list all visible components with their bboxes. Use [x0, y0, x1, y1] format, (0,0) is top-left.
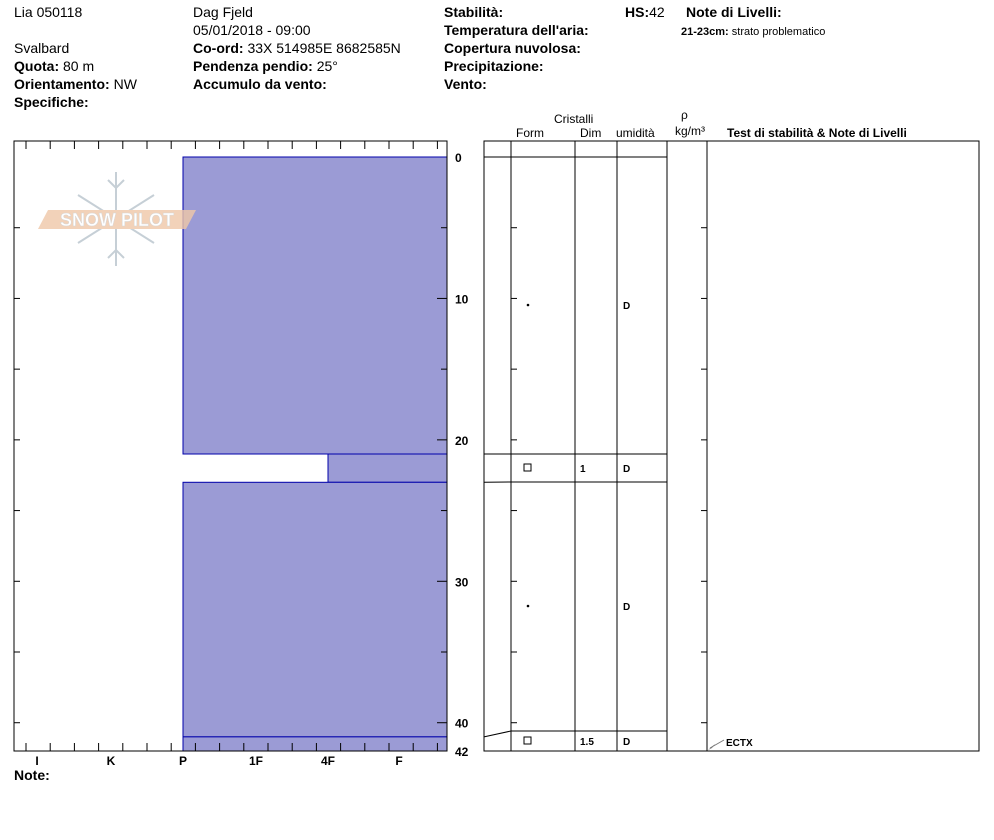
- grain-form-square-icon: [523, 463, 532, 472]
- moisture: D: [623, 737, 630, 748]
- layer-note: 21-23cm: strato problematico: [681, 26, 826, 38]
- hardness-layer-bar: [182, 736, 448, 752]
- hardness-label: I: [35, 754, 38, 768]
- header-cristalli: Cristalli: [554, 112, 594, 126]
- depth-label: 40: [455, 717, 469, 731]
- table-row-connector: [483, 730, 512, 738]
- svg-text:SNOW PILOT: SNOW PILOT: [60, 210, 174, 230]
- pendenza-field: Pendenza pendio: 25°: [193, 58, 338, 74]
- precipitazione-field: Precipitazione:: [444, 58, 544, 74]
- hs-field: HS:42: [625, 4, 665, 20]
- note-label: Note:: [14, 767, 50, 783]
- coord-field: Co-ord: 33X 514985E 8682585N: [193, 40, 401, 56]
- grain-size: 1.5: [580, 737, 594, 748]
- copertura-field: Copertura nuvolosa:: [444, 40, 581, 56]
- temperatura-field: Temperatura dell'aria:: [444, 22, 589, 38]
- header-dim: Dim: [580, 126, 602, 140]
- depth-label: 0: [455, 151, 462, 165]
- layer-table-frame: [483, 140, 980, 752]
- moisture: D: [623, 602, 630, 613]
- depth-label: 30: [455, 575, 469, 589]
- depth-label: 10: [455, 292, 469, 306]
- stability-test: ECTX: [726, 738, 753, 749]
- grain-form-dot-icon: [526, 604, 530, 608]
- moisture: D: [623, 301, 630, 312]
- hardness-label: 1F: [249, 754, 263, 768]
- depth-label: 20: [455, 434, 469, 448]
- hardness-label: 4F: [321, 754, 335, 768]
- hardness-label: F: [395, 754, 402, 768]
- header-rho: ρ: [681, 108, 688, 122]
- grain-form-square-icon: [523, 736, 532, 745]
- specifiche-field: Specifiche:: [14, 94, 89, 110]
- region: Svalbard: [14, 40, 70, 56]
- header-form: Form: [516, 126, 544, 140]
- hardness-layer-bar: [182, 156, 448, 455]
- header-density: kg/m³: [675, 124, 705, 138]
- hardness-label: P: [179, 754, 187, 768]
- accumulo-field: Accumulo da vento:: [193, 76, 327, 92]
- snowpilot-logo: SNOW PILOT: [38, 172, 196, 266]
- hardness-layer-bar: [182, 481, 448, 738]
- quota-field: Quota: 80 m: [14, 58, 95, 74]
- datetime: 05/01/2018 - 09:00: [193, 22, 311, 38]
- observer: Lia 050118: [14, 4, 83, 20]
- moisture: D: [623, 464, 630, 475]
- vento-field: Vento:: [444, 76, 487, 92]
- header-tests: Test di stabilità & Note di Livelli: [727, 126, 907, 140]
- location-name: Dag Fjeld: [193, 4, 253, 20]
- hardness-layer-bar: [327, 453, 448, 483]
- test-arrow-head-icon: [708, 744, 715, 750]
- depth-label: 42: [455, 745, 469, 759]
- layer-notes-title: Note di Livelli:: [686, 4, 782, 20]
- stabilita-field: Stabilità:: [444, 4, 504, 20]
- hardness-graph-frame: [13, 140, 448, 752]
- header-umidita: umidità: [616, 126, 655, 140]
- orientamento-field: Orientamento: NW: [14, 76, 137, 92]
- grain-size: 1: [580, 464, 586, 475]
- hardness-label: K: [107, 754, 116, 768]
- grain-form-dot-icon: [526, 303, 530, 307]
